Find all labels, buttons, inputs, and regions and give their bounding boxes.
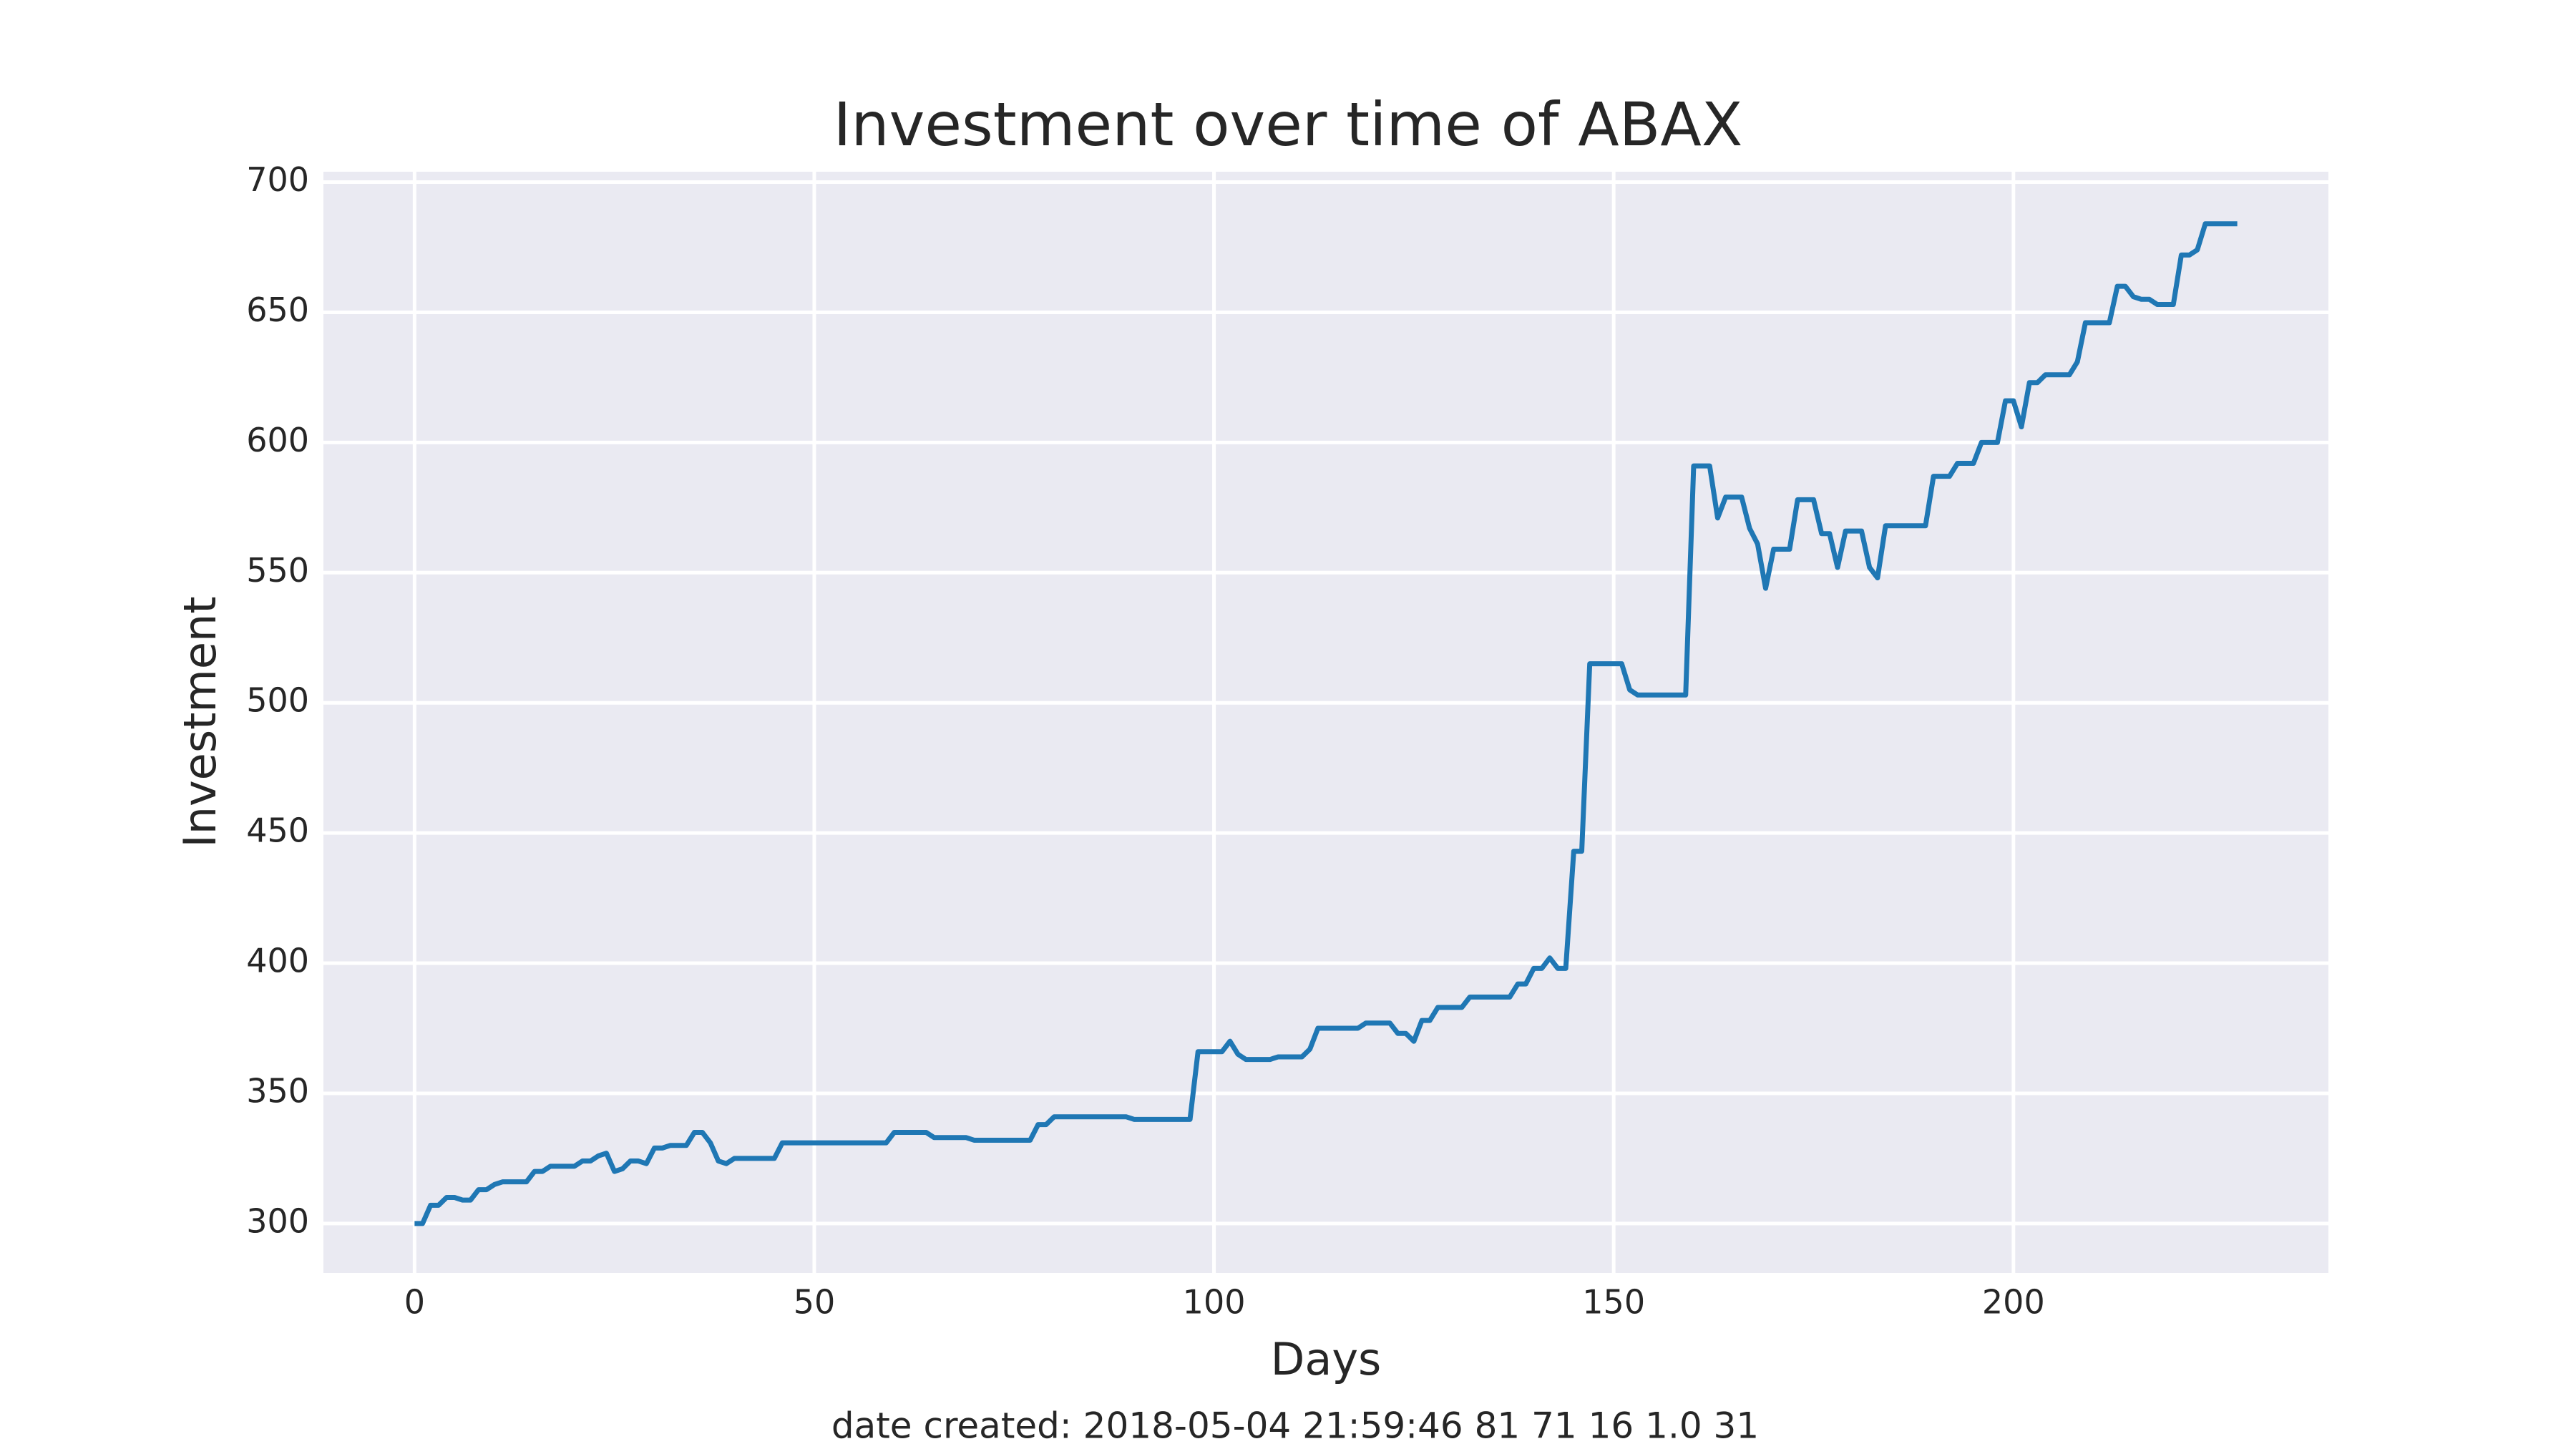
labels: 300 350 400 450 500 550 600 650 700 0 50 100 150 200: [246, 160, 2045, 1321]
y-tick-label: 500: [246, 681, 309, 720]
x-tick-label: 150: [1582, 1283, 1645, 1322]
x-tick-label: 200: [1982, 1283, 2045, 1322]
x-tick-label: 0: [404, 1283, 425, 1322]
y-tick-label: 650: [246, 291, 309, 329]
y-tick-label: 450: [246, 811, 309, 850]
chart-title: Investment over time of ABAX: [834, 89, 1743, 160]
data-line: [414, 221, 2238, 1226]
grid: [323, 172, 2328, 1273]
y-tick-label: 700: [246, 160, 309, 199]
plot-area: [323, 172, 2328, 1273]
x-tick-label: 50: [794, 1283, 836, 1322]
footnote: date created: 2018-05-04 21:59:46 81 71 …: [831, 1405, 1759, 1447]
x-axis-label: Days: [1271, 1333, 1382, 1385]
y-tick-label: 600: [246, 421, 309, 459]
lines: [414, 221, 2238, 1226]
y-tick-label: 350: [246, 1071, 309, 1110]
x-tick-label: 100: [1183, 1283, 1246, 1322]
y-tick-label: 300: [246, 1201, 309, 1240]
y-tick-label: 400: [246, 942, 309, 980]
y-tick-label: 550: [246, 551, 309, 590]
y-axis-label: Investment: [174, 596, 226, 847]
